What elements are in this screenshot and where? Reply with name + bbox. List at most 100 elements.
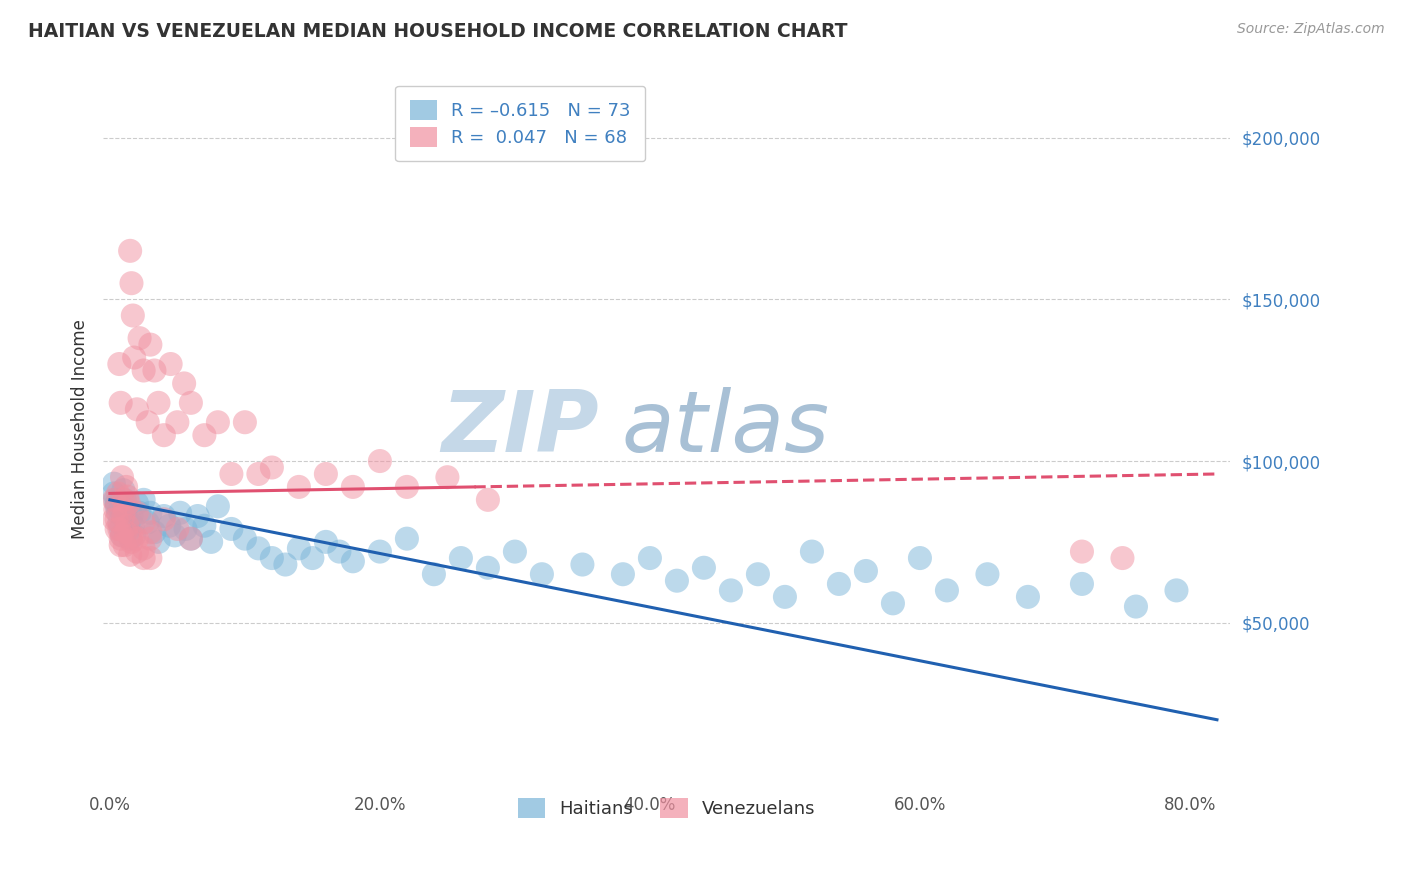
Point [612, 567, 634, 582]
Point [120, 532, 142, 546]
Point [132, 551, 155, 566]
Point [855, 564, 877, 578]
Point [301, 551, 323, 566]
Point [180, 396, 202, 410]
Point [571, 558, 593, 572]
Point [115, 525, 138, 540]
Point [120, 244, 142, 258]
Point [665, 574, 688, 588]
Point [174, 522, 197, 536]
Text: atlas: atlas [621, 387, 830, 470]
Point [115, 480, 138, 494]
Point [157, 518, 180, 533]
Point [315, 534, 337, 549]
Point [247, 467, 270, 481]
Point [477, 492, 499, 507]
Point [693, 561, 716, 575]
Point [936, 583, 959, 598]
Text: ZIP: ZIP [441, 387, 599, 470]
Point [110, 522, 132, 536]
Text: Source: ZipAtlas.com: Source: ZipAtlas.com [1237, 22, 1385, 37]
Point [368, 454, 391, 468]
Point [118, 496, 141, 510]
Point [159, 357, 181, 371]
Point [125, 544, 148, 558]
Point [132, 363, 155, 377]
Point [773, 590, 796, 604]
Point [153, 428, 176, 442]
Point [207, 415, 229, 429]
Point [342, 554, 364, 568]
Point [193, 428, 215, 442]
Point [139, 525, 162, 540]
Point [342, 480, 364, 494]
Point [107, 506, 129, 520]
Point [105, 512, 128, 526]
Point [105, 500, 128, 514]
Point [103, 486, 125, 500]
Point [136, 415, 159, 429]
Point [193, 518, 215, 533]
Point [395, 532, 418, 546]
Point [107, 486, 129, 500]
Point [111, 528, 134, 542]
Point [395, 480, 418, 494]
Point [828, 577, 851, 591]
Point [274, 558, 297, 572]
Point [477, 561, 499, 575]
Point [121, 518, 143, 533]
Point [125, 496, 148, 510]
Point [368, 544, 391, 558]
Point [143, 525, 166, 540]
Point [132, 492, 155, 507]
Point [720, 583, 742, 598]
Point [423, 567, 446, 582]
Point [117, 518, 139, 533]
Point [136, 516, 159, 530]
Point [128, 506, 150, 520]
Point [166, 415, 188, 429]
Point [221, 522, 243, 536]
Text: HAITIAN VS VENEZUELAN MEDIAN HOUSEHOLD INCOME CORRELATION CHART: HAITIAN VS VENEZUELAN MEDIAN HOUSEHOLD I… [28, 22, 848, 41]
Point [153, 508, 176, 523]
Point [882, 596, 904, 610]
Point [110, 532, 132, 546]
Point [105, 522, 128, 536]
Point [180, 532, 202, 546]
Point [117, 490, 139, 504]
Point [207, 500, 229, 514]
Point [118, 522, 141, 536]
Point [115, 502, 138, 516]
Point [187, 508, 209, 523]
Point [288, 480, 311, 494]
Point [112, 492, 135, 507]
Point [436, 470, 458, 484]
Point [1071, 544, 1094, 558]
Point [1125, 599, 1147, 614]
Point [128, 331, 150, 345]
Point [111, 470, 134, 484]
Point [104, 502, 127, 516]
Point [121, 309, 143, 323]
Point [105, 496, 128, 510]
Point [450, 551, 472, 566]
Point [173, 376, 195, 391]
Point [112, 508, 135, 523]
Point [315, 467, 337, 481]
Legend: Haitians, Venezuelans: Haitians, Venezuelans [510, 791, 823, 825]
Point [908, 551, 931, 566]
Point [108, 522, 131, 536]
Point [148, 396, 170, 410]
Point [104, 492, 127, 507]
Point [800, 544, 823, 558]
Point [110, 538, 132, 552]
Point [121, 276, 143, 290]
Point [139, 337, 162, 351]
Point [110, 502, 132, 516]
Point [114, 502, 136, 516]
Point [260, 460, 283, 475]
Point [108, 516, 131, 530]
Point [530, 567, 553, 582]
Point [1071, 577, 1094, 591]
Point [143, 363, 166, 377]
